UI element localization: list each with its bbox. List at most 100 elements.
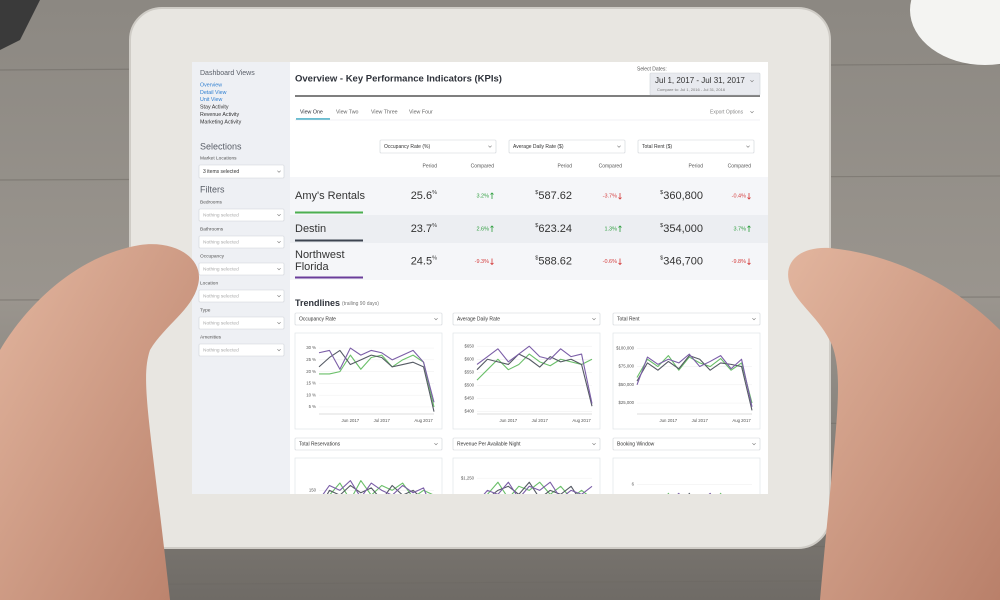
- metric-select[interactable]: [379, 139, 497, 154]
- period-value: $587.62: [535, 190, 572, 202]
- filter-value: Nothing selected: [203, 293, 239, 299]
- filter-select[interactable]: [198, 262, 285, 276]
- caret: [277, 240, 281, 244]
- col-header: Period: [558, 163, 573, 169]
- date-label: Select Dates:: [637, 66, 667, 72]
- period-value: 24.5%: [411, 255, 437, 267]
- trend-subtitle: (trailing 90 days): [342, 301, 379, 307]
- kpi-row: [290, 177, 768, 215]
- unit: $: [535, 190, 538, 196]
- chart-select[interactable]: [294, 312, 443, 326]
- value: 24.5: [411, 255, 432, 267]
- caret: [592, 442, 596, 446]
- compared-value: -0.4%: [732, 193, 746, 199]
- x-tick-label: Jun 2017: [500, 418, 518, 423]
- filter-label: Amenities: [200, 334, 222, 340]
- chart-title: Booking Window: [617, 441, 655, 447]
- row-name: Northwest Florida: [295, 249, 345, 273]
- filter-select[interactable]: [198, 289, 285, 303]
- date-range: Jul 1, 2017 - Jul 31, 2017: [655, 76, 745, 85]
- row-name: Amy's Rentals: [295, 189, 365, 202]
- value: 25.6: [411, 190, 432, 202]
- y-tick-label: 15 %: [306, 381, 316, 386]
- trend-arrow: [618, 225, 622, 232]
- y-tick-label: $25,000: [618, 400, 634, 405]
- caret: [277, 267, 281, 271]
- filter-label: Location: [200, 280, 218, 286]
- metric-name: Total Rent ($): [642, 144, 672, 150]
- view-link[interactable]: Overview: [200, 82, 222, 88]
- caret: [617, 145, 621, 148]
- selections-title: Selections: [200, 141, 242, 151]
- market-value: 3 items selected: [203, 169, 239, 175]
- filter-select[interactable]: [198, 235, 285, 249]
- unit: $: [535, 223, 538, 229]
- tab[interactable]: View Three: [371, 109, 398, 115]
- trend-arrow: [618, 258, 622, 266]
- chart-select[interactable]: [612, 437, 761, 451]
- trend-line: [318, 349, 435, 412]
- col-header: Compared: [471, 163, 495, 169]
- period-value: $588.62: [535, 255, 572, 267]
- chart-select[interactable]: [294, 437, 443, 451]
- market-label: Market Locations: [200, 155, 237, 161]
- view-link[interactable]: Stay Activity: [200, 105, 229, 111]
- period-value: 25.6%: [411, 190, 437, 202]
- chart-title: Occupancy Rate: [299, 316, 336, 322]
- y-tick-label: 5 %: [309, 404, 317, 409]
- trend-arrow: [490, 192, 494, 199]
- view-link[interactable]: Detail View: [200, 90, 227, 96]
- trend-line: [318, 347, 435, 403]
- value: 623.24: [538, 223, 572, 235]
- value: 346,700: [663, 255, 703, 267]
- chart-select[interactable]: [452, 312, 601, 326]
- x-tick-label: Jul 2017: [374, 418, 391, 423]
- caret: [277, 213, 281, 217]
- date-picker[interactable]: [649, 72, 761, 96]
- compared-value: 3.2%: [476, 193, 489, 199]
- y-tick-label: $650: [464, 343, 474, 348]
- view-link[interactable]: Revenue Activity: [200, 112, 240, 118]
- export-options[interactable]: Export Options: [710, 109, 744, 115]
- x-tick-label: Jun 2017: [342, 418, 360, 423]
- row-color-bar: [295, 239, 363, 242]
- chart-select[interactable]: [452, 437, 601, 451]
- chart-box: [612, 332, 761, 430]
- chart-box: [452, 332, 601, 430]
- metric-select[interactable]: [508, 139, 626, 154]
- chart-title: Total Reservations: [299, 441, 341, 447]
- row-color-bar: [295, 276, 363, 279]
- view-link[interactable]: Unit View: [200, 97, 222, 103]
- chart-select[interactable]: [612, 312, 761, 326]
- caret: [277, 294, 281, 298]
- chart-box: [612, 457, 761, 494]
- filter-value: Nothing selected: [203, 347, 239, 353]
- tab[interactable]: View Two: [336, 109, 359, 115]
- period-value: $354,000: [660, 223, 703, 235]
- chart-box: [294, 457, 443, 494]
- filter-label: Type: [200, 307, 211, 313]
- tab[interactable]: View Four: [409, 109, 433, 115]
- unit: $: [535, 256, 538, 262]
- filter-select[interactable]: [198, 316, 285, 330]
- value: 23.7: [411, 223, 432, 235]
- x-tick-label: Aug 2017: [572, 418, 591, 423]
- tab[interactable]: View One: [300, 109, 323, 115]
- y-tick-label: $100,000: [616, 345, 635, 350]
- trend-line: [487, 481, 588, 494]
- view-link[interactable]: Marketing Activity: [200, 119, 242, 125]
- caret: [592, 317, 596, 321]
- trend-line: [492, 481, 577, 494]
- market-select[interactable]: [198, 164, 285, 179]
- filter-label: Bedrooms: [200, 199, 222, 205]
- trend-arrow: [618, 193, 622, 200]
- metric-select[interactable]: [637, 139, 755, 154]
- filter-select[interactable]: [198, 208, 285, 222]
- y-tick-label: 30 %: [306, 345, 316, 350]
- period-value: 23.7%: [411, 223, 437, 235]
- caret: [277, 348, 281, 352]
- compared-value: 1.3%: [604, 226, 617, 232]
- filter-select[interactable]: [198, 343, 285, 357]
- row-name-box: Destin: [295, 223, 326, 235]
